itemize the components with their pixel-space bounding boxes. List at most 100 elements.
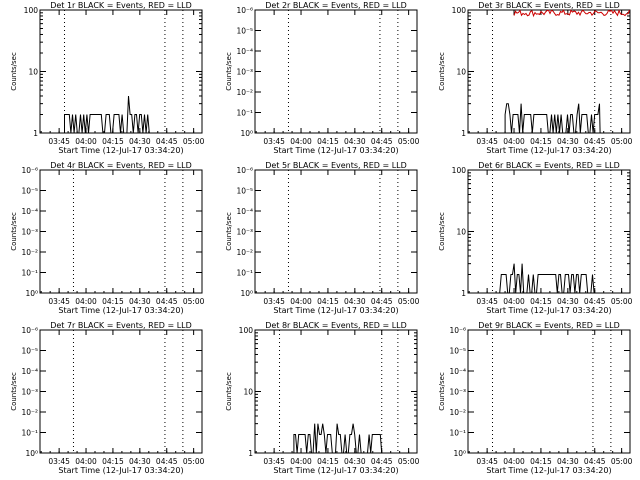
detector-panel-3: Det 3r BLACK = Events, RED = LLD 1 10 100 03… xyxy=(438,1,633,155)
y-axis-label: Counts/sec xyxy=(438,372,446,411)
panel-title: Det 7r BLACK = Events, RED = LLD xyxy=(50,321,192,330)
y-tick-label: 10⁰ xyxy=(240,289,253,298)
y-tick-label: 10⁰ xyxy=(25,449,38,458)
y-axis-label: Counts/sec xyxy=(225,372,233,411)
x-tick-label: 05:00 xyxy=(611,137,633,146)
x-axis-label: Start Time (12-Jul-17 03:34:20) xyxy=(58,466,183,475)
x-tick-label: 04:15 xyxy=(317,457,339,466)
y-tick-label: 10⁻³ xyxy=(236,228,253,237)
y-tick-label: 10⁻¹ xyxy=(236,109,253,118)
y-tick-label: 10⁻² xyxy=(21,408,38,417)
x-tick-label: 04:15 xyxy=(530,457,552,466)
y-tick-label: 10⁻⁵ xyxy=(449,347,466,356)
x-tick-label: 05:00 xyxy=(398,297,420,306)
y-tick-label: 10⁻⁴ xyxy=(21,207,38,216)
y-tick-label: 1 xyxy=(33,129,38,138)
x-tick-label: 04:15 xyxy=(102,297,124,306)
y-axis-label: Counts/sec xyxy=(438,212,446,251)
detector-panel-6: Det 6r BLACK = Events, RED = LLD 1 10 100 03… xyxy=(438,161,633,315)
plot-frame xyxy=(254,169,418,294)
y-tick-label: 10⁻⁶ xyxy=(236,6,253,15)
x-tick-label: 03:45 xyxy=(48,297,70,306)
y-tick-label: 10⁻⁴ xyxy=(236,207,253,216)
y-tick-label: 1 xyxy=(461,129,466,138)
y-tick-label: 10⁻⁶ xyxy=(21,166,38,175)
plot-frame xyxy=(39,329,203,454)
x-axis-label: Start Time (12-Jul-17 03:34:20) xyxy=(486,466,611,475)
x-tick-label: 04:45 xyxy=(584,457,606,466)
x-tick-label: 04:30 xyxy=(344,137,366,146)
x-tick-label: 04:15 xyxy=(317,137,339,146)
y-tick-label: 10⁻⁴ xyxy=(449,367,466,376)
x-tick-label: 03:45 xyxy=(263,297,285,306)
x-tick-label: 05:00 xyxy=(183,457,205,466)
x-tick-label: 04:45 xyxy=(371,137,393,146)
y-tick-label: 10⁻³ xyxy=(449,388,466,397)
detector-panel-5: Det 5r BLACK = Events, RED = LLD 10⁰ 10⁻¹ 1… xyxy=(225,161,420,315)
y-tick-label: 1 xyxy=(461,289,466,298)
y-tick-label: 10 xyxy=(456,228,466,237)
x-axis-label: Start Time (12-Jul-17 03:34:20) xyxy=(58,306,183,315)
y-axis-label: Counts/sec xyxy=(10,212,18,251)
y-tick-label: 10⁻³ xyxy=(21,388,38,397)
events-series-line xyxy=(64,95,153,134)
y-tick-label: 10⁻² xyxy=(236,248,253,257)
x-tick-label: 04:30 xyxy=(344,297,366,306)
events-series-line xyxy=(504,103,601,134)
detector-panel-9: Det 9r BLACK = Events, RED = LLD 10⁰ 10⁻¹ 1… xyxy=(438,321,633,475)
y-tick-label: 10 xyxy=(28,68,38,77)
y-tick-label: 10⁻⁴ xyxy=(21,367,38,376)
x-tick-label: 03:45 xyxy=(48,137,70,146)
y-tick-label: 1 xyxy=(248,449,253,458)
y-tick-label: 10⁻¹ xyxy=(21,269,38,278)
x-tick-label: 04:00 xyxy=(503,457,525,466)
x-tick-label: 05:00 xyxy=(611,457,633,466)
x-tick-label: 04:45 xyxy=(584,297,606,306)
y-axis-label: Counts/sec xyxy=(225,212,233,251)
x-tick-label: 05:00 xyxy=(611,297,633,306)
y-tick-label: 100 xyxy=(452,166,467,175)
y-axis-label: Counts/sec xyxy=(10,52,18,91)
x-tick-label: 04:00 xyxy=(503,137,525,146)
y-tick-label: 10⁰ xyxy=(25,289,38,298)
x-tick-label: 04:30 xyxy=(344,457,366,466)
y-tick-label: 100 xyxy=(24,6,39,15)
detector-panel-1: Det 1r BLACK = Events, RED = LLD 1 10 100 03… xyxy=(10,1,205,155)
x-axis-label: Start Time (12-Jul-17 03:34:20) xyxy=(273,306,398,315)
plot-frame xyxy=(254,9,418,134)
x-tick-label: 04:00 xyxy=(503,297,525,306)
x-tick-label: 04:00 xyxy=(75,297,97,306)
y-axis-label: Counts/sec xyxy=(438,52,446,91)
x-tick-label: 04:45 xyxy=(371,297,393,306)
y-tick-label: 10⁻³ xyxy=(21,228,38,237)
x-tick-label: 04:00 xyxy=(290,297,312,306)
x-tick-label: 05:00 xyxy=(398,457,420,466)
x-tick-label: 04:15 xyxy=(102,137,124,146)
x-tick-label: 04:15 xyxy=(530,297,552,306)
y-tick-label: 10⁻¹ xyxy=(449,429,466,438)
panel-title: Det 6r BLACK = Events, RED = LLD xyxy=(478,161,620,170)
y-tick-label: 10 xyxy=(243,388,253,397)
events-series-line xyxy=(499,263,597,294)
events-series-line xyxy=(293,423,383,454)
x-axis-label: Start Time (12-Jul-17 03:34:20) xyxy=(486,146,611,155)
x-tick-label: 04:00 xyxy=(75,137,97,146)
x-tick-label: 05:00 xyxy=(183,297,205,306)
x-tick-label: 05:00 xyxy=(398,137,420,146)
y-tick-label: 10⁻¹ xyxy=(236,269,253,278)
x-tick-label: 04:15 xyxy=(530,137,552,146)
x-tick-label: 04:00 xyxy=(290,137,312,146)
x-tick-label: 04:30 xyxy=(129,457,151,466)
y-tick-label: 10⁻⁵ xyxy=(236,187,253,196)
x-axis-label: Start Time (12-Jul-17 03:34:20) xyxy=(273,466,398,475)
y-tick-label: 10⁻² xyxy=(21,248,38,257)
y-tick-label: 10⁻⁶ xyxy=(449,326,466,335)
x-tick-label: 04:30 xyxy=(557,137,579,146)
x-tick-label: 05:00 xyxy=(183,137,205,146)
x-tick-label: 04:45 xyxy=(584,137,606,146)
detector-panel-8: Det 8r BLACK = Events, RED = LLD 1 10 100 03… xyxy=(225,321,420,475)
y-tick-label: 10⁻⁴ xyxy=(236,47,253,56)
y-axis-label: Counts/sec xyxy=(10,372,18,411)
x-axis-label: Start Time (12-Jul-17 03:34:20) xyxy=(58,146,183,155)
